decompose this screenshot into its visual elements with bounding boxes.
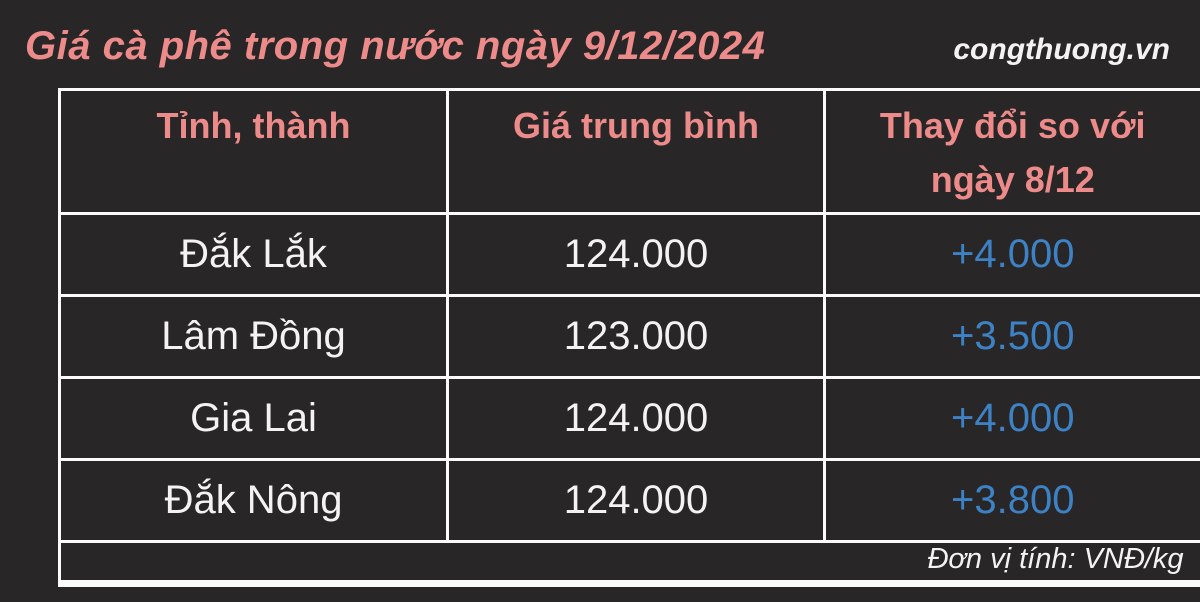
column-header-province: Tỉnh, thành (58, 88, 449, 215)
table-footer: Đơn vị tính: VNĐ/kg (58, 540, 1200, 585)
province-cell: Gia Lai (58, 376, 449, 461)
column-header-average-price: Giá trung bình (446, 88, 826, 215)
table-row: Đắk Lắk 124.000 +4.000 (58, 212, 1200, 297)
unit-note: Đơn vị tính: VNĐ/kg (58, 540, 1200, 585)
price-cell: 124.000 (446, 376, 826, 461)
table-header: Tỉnh, thành Giá trung bình Thay đổi so v… (58, 88, 1200, 215)
page-title: Giá cà phê trong nước ngày 9/12/2024 (25, 24, 766, 68)
province-cell: Lâm Đồng (58, 294, 449, 379)
change-cell: +4.000 (823, 212, 1200, 297)
change-cell: +4.000 (823, 376, 1200, 461)
header-bar: Giá cà phê trong nước ngày 9/12/2024 con… (25, 24, 1170, 69)
price-cell: 123.000 (446, 294, 826, 379)
footer-row: Đơn vị tính: VNĐ/kg (58, 540, 1200, 585)
coffee-price-table: Tỉnh, thành Giá trung bình Thay đổi so v… (58, 88, 1200, 587)
table-row: Gia Lai 124.000 +4.000 (58, 376, 1200, 461)
change-cell: +3.800 (823, 458, 1200, 543)
column-header-change: Thay đổi so với ngày 8/12 (823, 88, 1200, 215)
price-cell: 124.000 (446, 458, 826, 543)
watermark-source: congthuong.vn (953, 33, 1170, 66)
table-body: Đắk Lắk 124.000 +4.000 Lâm Đồng 123.000 … (58, 212, 1200, 543)
province-cell: Đắk Lắk (58, 212, 449, 297)
header-row: Tỉnh, thành Giá trung bình Thay đổi so v… (58, 88, 1200, 215)
price-cell: 124.000 (446, 212, 826, 297)
province-cell: Đắk Nông (58, 458, 449, 543)
change-cell: +3.500 (823, 294, 1200, 379)
table-row: Đắk Nông 124.000 +3.800 (58, 458, 1200, 543)
table-row: Lâm Đồng 123.000 +3.500 (58, 294, 1200, 379)
